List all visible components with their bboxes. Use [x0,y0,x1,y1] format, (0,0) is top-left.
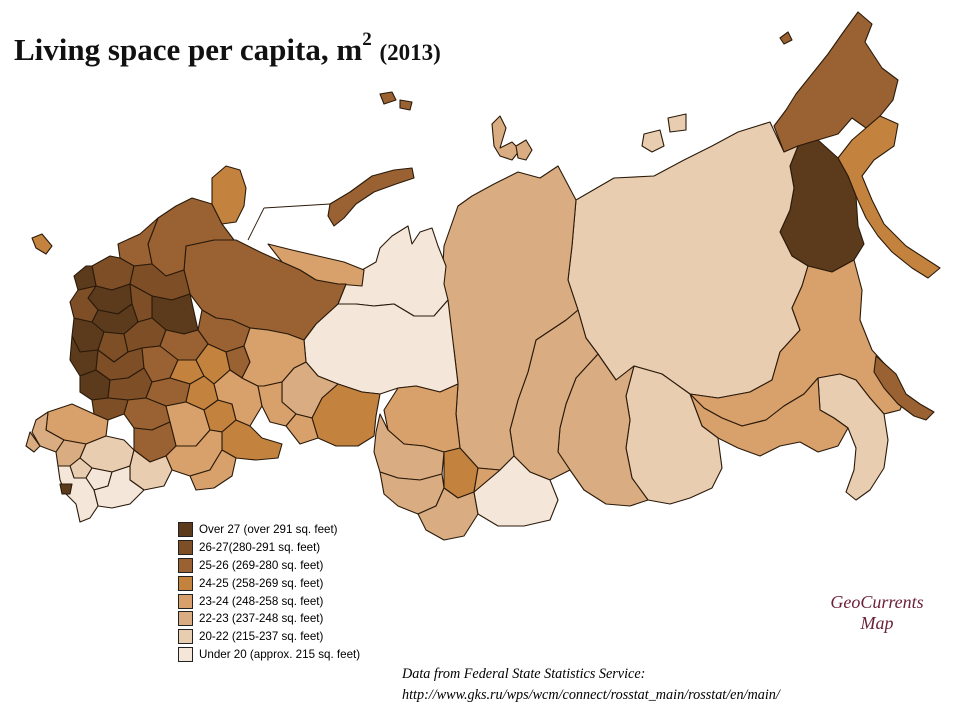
region-novgorod[interactable] [73,265,97,291]
legend-swatch [178,646,193,662]
legend-label: 23-24 (248-258 sq. feet) [199,594,324,608]
legend-swatch [178,522,193,538]
region-pskov[interactable] [69,285,99,323]
arctic-boundary-line-2 [247,207,265,241]
legend-swatch [178,557,193,573]
region-bashkortostan[interactable] [213,369,263,427]
region-franz-josef-2[interactable] [399,99,413,111]
legend: Over 27 (over 291 sq. feet) 26-27(280-29… [178,521,360,663]
region-nsi-1[interactable] [641,129,665,153]
brand-line-1: GeoCurrents [830,592,924,612]
legend-swatch [178,629,193,645]
region-sakhalin[interactable] [873,355,935,421]
region-taymyr-island[interactable] [491,115,521,161]
region-amur[interactable] [689,377,849,457]
legend-label: 25-26 (269-280 sq. feet) [199,558,324,572]
legend-label: 20-22 (215-237 sq. feet) [199,630,324,644]
legend-swatch [178,575,193,591]
arctic-boundary-line [263,203,331,209]
legend-item-23-24: 23-24 (248-258 sq. feet) [178,592,360,610]
legend-item-25-26: 25-26 (269-280 sq. feet) [178,557,360,575]
legend-item-20-22: 20-22 (215-237 sq. feet) [178,628,360,646]
region-dagestan[interactable] [93,465,145,509]
region-franz-josef-1[interactable] [379,91,397,105]
region-murmansk[interactable] [211,165,247,225]
region-chukotka[interactable] [773,11,899,153]
legend-item-under-20: Under 20 (approx. 215 sq. feet) [178,646,360,664]
data-source-note: Data from Federal State Statistics Servi… [402,664,780,706]
region-karachay[interactable] [59,483,73,495]
region-novaya-zemlya[interactable] [327,167,415,227]
brand-line-2: Map [860,613,894,633]
region-kaliningrad[interactable] [31,233,53,255]
region-crimea[interactable] [25,431,41,453]
legend-label: Over 27 (over 291 sq. feet) [199,523,338,537]
region-wrangel-island[interactable] [779,31,793,45]
legend-swatch [178,593,193,609]
legend-swatch [178,540,193,556]
legend-item-over-27: Over 27 (over 291 sq. feet) [178,521,360,539]
region-nsi-2[interactable] [667,113,687,133]
region-khakassia[interactable] [473,467,501,493]
legend-item-26-27: 26-27(280-291 sq. feet) [178,539,360,557]
geocurrents-branding: GeoCurrents Map [812,592,942,634]
legend-item-22-23: 22-23 (237-248 sq. feet) [178,610,360,628]
source-line-1: Data from Federal State Statistics Servi… [402,666,646,682]
legend-label: 26-27(280-291 sq. feet) [199,541,321,555]
region-kurgan[interactable] [285,413,319,445]
region-tuva[interactable] [473,455,559,527]
title-year: (2013) [379,40,441,65]
map-title: Living space per capita, m2 (2013) [14,29,441,68]
region-orenburg[interactable] [221,419,283,461]
title-main: Living space per capita, m [14,32,363,67]
legend-label: Under 20 (approx. 215 sq. feet) [199,647,361,661]
legend-label: 22-23 (237-248 sq. feet) [199,612,324,626]
legend-label: 24-25 (258-269 sq. feet) [199,576,324,590]
region-sverdlovsk[interactable] [241,327,307,387]
title-superscript: 2 [362,29,372,50]
region-yakutia[interactable] [567,121,809,399]
region-astrakhan[interactable] [189,449,237,491]
legend-swatch [178,611,193,627]
source-url: http://www.gks.ru/wps/wcm/connect/rossta… [402,687,780,703]
region-severnaya-zemlya[interactable] [515,139,533,161]
legend-item-24-25: 24-25 (258-269 sq. feet) [178,574,360,592]
